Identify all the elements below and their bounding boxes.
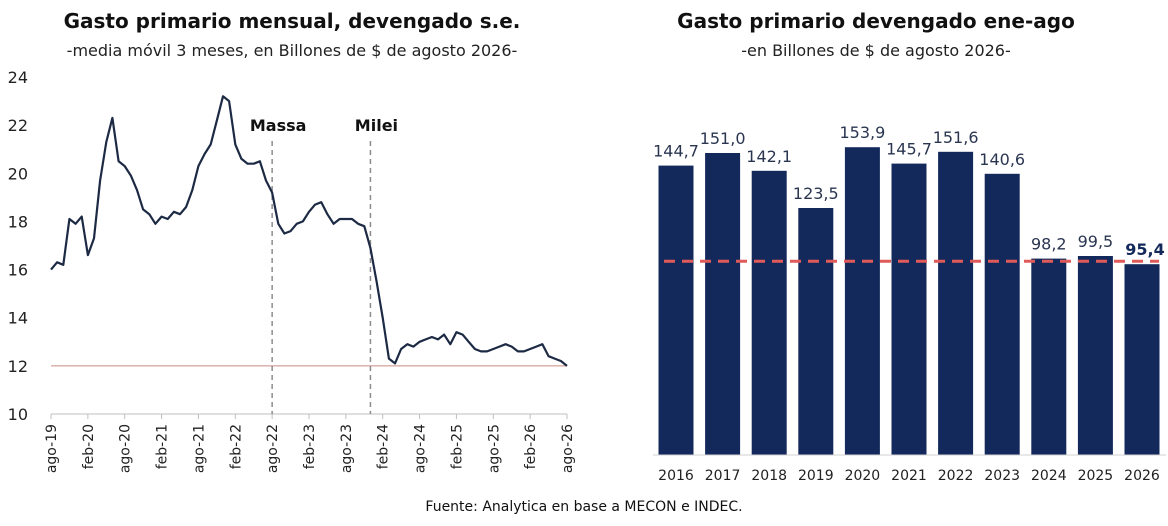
- bar-value-label: 95,4: [1125, 240, 1164, 259]
- x-tick-label: feb-20: [81, 424, 97, 469]
- x-tick-label: feb-26: [523, 424, 539, 469]
- bar-value-label: 140,6: [979, 150, 1025, 169]
- bar-value-label: 123,5: [793, 184, 839, 203]
- line-chart: 10 12 14 16 18 20 22 24 ago-19 feb-20 ago-20 feb-21…: [8, 68, 576, 473]
- x-tick-label: feb-21: [155, 424, 171, 469]
- bar: [1031, 258, 1067, 455]
- annotation-label: Milei: [355, 116, 398, 135]
- x-tick-label: feb-24: [376, 424, 392, 469]
- x-tick-label: ago-23: [339, 424, 355, 473]
- y-tick-label: 18: [8, 212, 28, 231]
- bar: [984, 173, 1020, 456]
- bar-value-label: 151,0: [700, 129, 746, 148]
- x-tick-label: 2018: [751, 468, 787, 484]
- x-tick-label: ago-25: [486, 424, 502, 473]
- bar: [1124, 264, 1160, 455]
- y-tick-label: 24: [8, 68, 28, 87]
- line-chart-subtitle: -media móvil 3 meses, en Billones de $ d…: [66, 41, 518, 60]
- bar-value-label: 99,5: [1078, 232, 1114, 251]
- bar: [751, 170, 787, 456]
- x-tick-label: feb-23: [302, 424, 318, 469]
- bar: [891, 163, 927, 455]
- bar: [844, 147, 880, 455]
- bar-value-label: 144,7: [653, 142, 699, 161]
- bar-value-label: 153,9: [839, 123, 885, 142]
- y-tick-label: 14: [8, 309, 28, 328]
- bar-value-label: 151,6: [933, 128, 979, 147]
- x-tick-label: ago-26: [560, 424, 576, 473]
- bar: [705, 153, 741, 455]
- bar-value-label: 142,1: [746, 147, 792, 166]
- bar: [658, 165, 694, 455]
- annotation-label: Massa: [250, 116, 307, 135]
- x-tick-label: feb-22: [228, 424, 244, 469]
- x-tick-label: 2022: [938, 468, 974, 484]
- bar: [798, 208, 834, 455]
- x-tick-label: feb-25: [449, 424, 465, 469]
- y-tick-label: 16: [8, 261, 28, 280]
- x-tick-label: ago-22: [265, 424, 281, 473]
- bar: [1077, 256, 1113, 455]
- y-tick-label: 22: [8, 116, 28, 135]
- x-tick-label: 2025: [1078, 468, 1114, 484]
- series-line: [50, 95, 568, 367]
- source-note: Fuente: Analytica en base a MECON e INDE…: [425, 499, 743, 515]
- y-tick-label: 10: [8, 405, 28, 424]
- x-tick-label: ago-19: [44, 424, 60, 473]
- x-tick-label: 2019: [798, 468, 834, 484]
- x-tick-label: 2020: [845, 468, 881, 484]
- bar: [938, 151, 974, 456]
- bar-chart: 144,7 2016 151,0 2017 142,1 2018 123,5 2019 153,…: [653, 123, 1166, 484]
- x-tick-label: ago-21: [191, 424, 207, 473]
- x-tick-label: 2017: [705, 468, 741, 484]
- x-tick-label: ago-20: [118, 424, 134, 473]
- bar-chart-title: Gasto primario devengado ene-ago: [677, 9, 1075, 33]
- x-tick-label: 2024: [1031, 468, 1067, 484]
- x-tick-label: 2016: [658, 468, 694, 484]
- bar-chart-subtitle: -en Billones de $ de agosto 2026-: [741, 41, 1011, 60]
- bar-value-label: 145,7: [886, 140, 932, 159]
- x-tick-label: 2023: [984, 468, 1020, 484]
- y-tick-label: 20: [8, 164, 28, 183]
- x-tick-label: ago-24: [413, 424, 429, 473]
- y-tick-label: 12: [8, 357, 28, 376]
- bar-value-label: 98,2: [1031, 235, 1067, 254]
- line-chart-title: Gasto primario mensual, devengado s.e.: [63, 9, 521, 33]
- x-tick-label: 2021: [891, 468, 927, 484]
- x-tick-label: 2026: [1124, 468, 1160, 484]
